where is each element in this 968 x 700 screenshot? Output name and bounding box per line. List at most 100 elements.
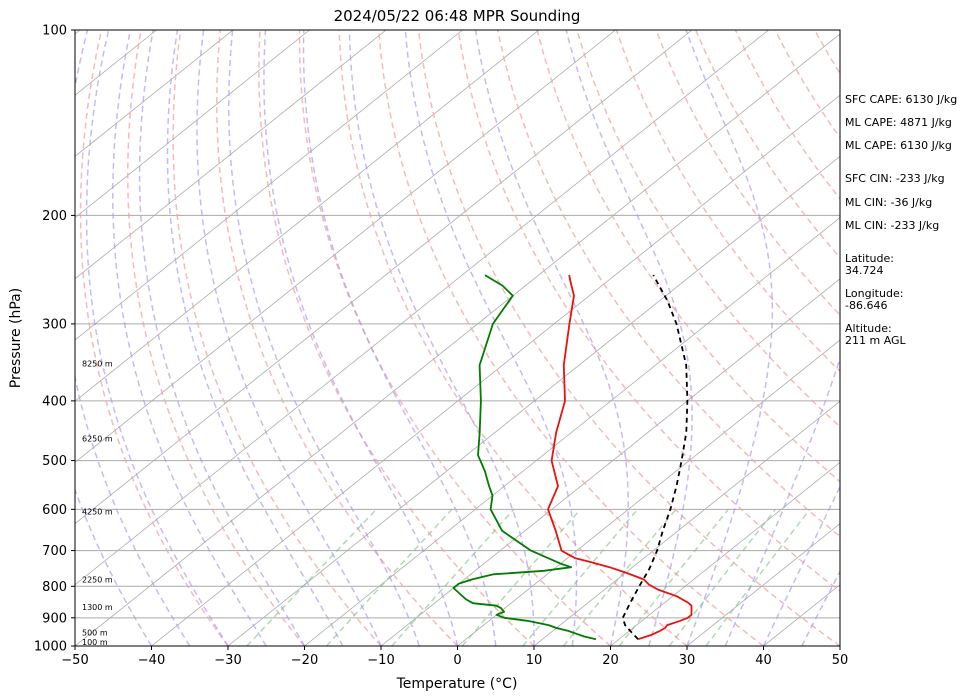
mixing-ratio-line: [705, 508, 811, 646]
dry-adiabat: [417, 30, 840, 646]
dry-adiabat: [655, 30, 840, 317]
moist-adiabat: [263, 30, 459, 646]
isotherm-line: [75, 30, 616, 463]
sounding-index-label: ML CAPE: 4871 J/kg: [845, 116, 952, 129]
x-tick-label: 0: [453, 653, 461, 668]
moist-adiabat: [166, 30, 344, 646]
isotherm-line: [151, 94, 840, 646]
isotherm-line: [75, 30, 540, 402]
sounding-index-label: SFC CAPE: 6130 J/kg: [845, 93, 957, 106]
sounding-index-label: 34.724: [845, 264, 884, 277]
isotherm-line: [75, 30, 310, 219]
isotherm-line: [610, 461, 840, 646]
x-tick-label: −30: [214, 653, 241, 668]
moist-adiabat: [724, 356, 840, 646]
x-tick-label: 30: [679, 653, 696, 668]
sounding-profiles: [452, 274, 693, 641]
sounding-index-label: -86.646: [845, 299, 887, 312]
dry-adiabat: [172, 30, 382, 646]
height-label: 6250 m: [82, 434, 113, 443]
dry-adiabat: [615, 30, 840, 373]
parcel-profile: [621, 274, 689, 640]
sounding-indices: SFC CAPE: 6130 J/kg ML CAPE: 4871 J/kg ML …: [845, 93, 957, 347]
y-tick-label: 1000: [34, 640, 67, 655]
moist-adiabat: [75, 30, 191, 646]
isotherm-line: [380, 278, 840, 646]
dry-adiabat: [216, 30, 459, 646]
dry-adiabat: [536, 30, 840, 483]
isotherm-line: [75, 30, 387, 280]
isotherm-line: [75, 30, 693, 525]
height-label: 100 m: [82, 638, 108, 647]
y-tick-label: 800: [42, 580, 67, 595]
mixing-ratio-line: [618, 508, 729, 646]
height-label: 500 m: [82, 628, 108, 637]
x-tick-label: −20: [291, 653, 318, 668]
isotherm-line: [457, 339, 840, 646]
chart-title: 2024/05/22 06:48 MPR Sounding: [334, 7, 581, 25]
moist-adiabat: [348, 30, 535, 646]
sounding-index-label: Longitude:: [845, 287, 903, 300]
y-tick-label: 200: [42, 209, 67, 224]
x-axis-ticks: −50 −40 −30 −20 −10 0 10 20 30 40 50: [61, 646, 848, 668]
x-tick-label: −10: [367, 653, 394, 668]
dry-adiabat: [298, 30, 611, 646]
moist-adiabat: [565, 30, 693, 646]
plot-background: [75, 30, 840, 646]
dewpoint-profile: [452, 274, 597, 641]
isotherm-line: [227, 155, 840, 646]
mixing-ratio-line: [246, 508, 377, 646]
y-tick-label: 300: [42, 317, 67, 332]
isotherm-line: [75, 33, 840, 646]
temperature-profile: [547, 274, 693, 641]
x-tick-label: −40: [138, 653, 165, 668]
dry-adiabat: [258, 30, 535, 646]
isotherm-line: [304, 217, 840, 646]
mixing-ratio-line: [668, 508, 777, 646]
moist-adiabat: [474, 30, 629, 646]
x-tick-label: 40: [755, 653, 772, 668]
sounding-index-label: Altitude:: [845, 322, 892, 335]
isotherm-line: [0, 30, 4, 646]
dry-adiabat: [576, 30, 840, 428]
sounding-index-label: ML CIN: -233 J/kg: [845, 219, 939, 232]
moist-adiabat: [685, 30, 774, 646]
moist-adiabat: [75, 487, 153, 646]
sounding-index-label: SFC CIN: -233 J/kg: [845, 172, 945, 185]
height-label: 1300 m: [82, 603, 113, 612]
x-tick-label: 20: [602, 653, 619, 668]
moist-adiabat: [138, 30, 306, 646]
isotherm-line: [75, 30, 234, 157]
y-tick-label: 400: [42, 394, 67, 409]
height-label: 8250 m: [82, 360, 113, 369]
dry-adiabat: [496, 30, 840, 538]
mixing-ratio-line: [461, 508, 581, 646]
x-tick-label: 50: [832, 653, 849, 668]
y-tick-label: 900: [42, 611, 67, 626]
sounding-index-label: ML CAPE: 6130 J/kg: [845, 139, 952, 152]
y-axis-ticks: 100 200 300 400 500 600 700 800 900 1000: [34, 24, 75, 655]
x-axis-label: Temperature (°C): [396, 676, 518, 692]
isotherm-line: [75, 30, 769, 586]
sounding-index-label: ML CIN: -36 J/kg: [845, 196, 932, 209]
dry-adiabat: [126, 30, 306, 646]
moist-adiabat: [85, 30, 229, 646]
mixing-ratio-line: [562, 508, 677, 646]
y-axis-label: Pressure (hPa): [8, 288, 24, 388]
y-tick-label: 700: [42, 544, 67, 559]
mixing-ratio-line: [522, 508, 639, 646]
mixing-ratio-line: [325, 508, 453, 646]
moist-adiabat: [404, 30, 578, 646]
x-tick-label: −50: [61, 653, 88, 668]
dry-adiabat: [79, 30, 229, 646]
sounding-index-label: Latitude:: [845, 252, 894, 265]
isotherm-line: [686, 523, 840, 646]
moist-adiabat: [302, 30, 497, 646]
height-label: 4250 m: [82, 508, 113, 517]
x-tick-label: 10: [526, 653, 543, 668]
y-tick-label: 600: [42, 503, 67, 518]
moist-adiabat: [196, 30, 382, 646]
dry-adiabat: [377, 30, 764, 646]
mixing-ratio-line: [391, 508, 515, 646]
